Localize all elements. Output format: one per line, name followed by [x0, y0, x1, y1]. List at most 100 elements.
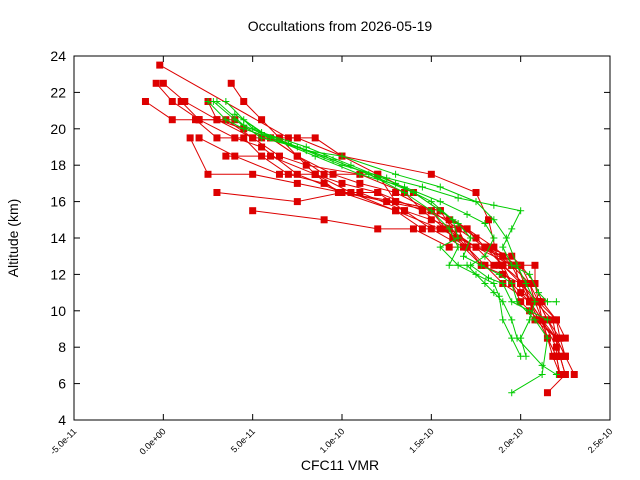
- data-point: [177, 98, 185, 105]
- data-point: [392, 170, 400, 178]
- series-line: [225, 101, 549, 394]
- data-point: [356, 170, 364, 178]
- data-point: [481, 243, 489, 251]
- data-point: [463, 225, 471, 233]
- data-point: [499, 280, 507, 287]
- data-point: [508, 261, 516, 269]
- data-point: [365, 170, 373, 178]
- plot-area-border: [73, 55, 611, 421]
- series-green-profile: [240, 116, 560, 378]
- data-point: [517, 352, 525, 360]
- data-point: [561, 371, 569, 378]
- data-point: [481, 219, 489, 227]
- data-point: [526, 298, 534, 306]
- data-point: [204, 170, 212, 178]
- data-point: [485, 216, 493, 224]
- data-point: [522, 280, 530, 287]
- data-point: [513, 334, 521, 342]
- data-point: [556, 352, 564, 360]
- data-point: [213, 98, 221, 105]
- data-point: [535, 298, 543, 306]
- data-point: [467, 234, 475, 242]
- data-point: [463, 210, 471, 218]
- data-point: [445, 261, 453, 269]
- data-point: [392, 179, 400, 187]
- data-point: [490, 201, 498, 209]
- series-green-profile: [231, 110, 525, 360]
- data-point: [191, 116, 199, 124]
- data-point: [338, 189, 346, 196]
- y-axis: 4 6 8 10 12 14 16 18 20 22 24: [50, 48, 610, 428]
- data-point: [320, 179, 328, 187]
- data-point: [531, 280, 539, 287]
- x-tick-label: 2.5e-10: [586, 426, 615, 455]
- data-point: [535, 289, 543, 297]
- y-tick-label: 8: [58, 339, 66, 355]
- data-point: [418, 183, 426, 191]
- y-tick-label: 12: [50, 266, 66, 282]
- data-point: [347, 189, 355, 196]
- data-point: [320, 216, 328, 224]
- series-line: [189, 137, 557, 339]
- data-point: [240, 98, 248, 105]
- data-point: [490, 243, 498, 251]
- data-point: [383, 198, 391, 206]
- data-point: [570, 371, 578, 378]
- data-point: [499, 298, 507, 306]
- y-tick-label: 24: [50, 48, 66, 64]
- data-point: [556, 334, 564, 342]
- data-point: [449, 234, 457, 242]
- y-axis-label: Altitude (km): [5, 199, 21, 278]
- data-point: [499, 243, 507, 251]
- data-point: [374, 225, 382, 233]
- data-point: [490, 280, 498, 287]
- data-point: [543, 334, 551, 342]
- x-axis-label: CFC11 VMR: [301, 457, 379, 473]
- data-point: [517, 261, 525, 269]
- data-point: [141, 98, 149, 105]
- x-tick-label: 1.0e-10: [318, 426, 347, 455]
- data-point: [454, 234, 462, 242]
- data-point: [531, 298, 539, 306]
- series-red-profile: [159, 79, 569, 360]
- data-point: [338, 179, 346, 187]
- data-point: [543, 298, 551, 306]
- chart-title: Occultations from 2026-05-19: [248, 18, 433, 34]
- series-red-profile: [141, 98, 578, 378]
- data-point: [552, 298, 560, 306]
- data-point: [552, 316, 560, 324]
- x-tick-label: -5.0e-11: [48, 426, 78, 456]
- data-point: [490, 234, 498, 242]
- data-point: [293, 198, 301, 206]
- data-point: [240, 134, 248, 142]
- data-point: [249, 170, 257, 178]
- data-point: [517, 280, 525, 287]
- data-point: [549, 352, 557, 360]
- series-red-profile: [156, 61, 564, 378]
- series-line: [234, 113, 522, 357]
- data-point: [499, 316, 507, 324]
- y-tick-label: 14: [50, 230, 66, 246]
- data-point: [454, 194, 462, 202]
- data-point: [392, 189, 400, 196]
- data-point: [454, 225, 462, 233]
- data-point: [320, 152, 328, 160]
- y-tick-label: 16: [50, 194, 66, 210]
- data-point: [531, 316, 539, 324]
- data-point: [293, 179, 301, 187]
- data-point: [472, 234, 480, 242]
- data-point: [436, 183, 444, 191]
- data-point: [311, 170, 319, 178]
- data-point: [311, 152, 319, 160]
- data-point: [499, 261, 507, 269]
- data-point: [427, 198, 435, 206]
- series-line: [198, 137, 566, 339]
- data-point: [258, 116, 266, 124]
- data-point: [508, 225, 516, 233]
- y-tick-label: 22: [50, 84, 66, 100]
- data-point: [538, 371, 546, 378]
- series-line: [162, 82, 566, 357]
- data-point: [418, 225, 426, 233]
- data-point: [181, 98, 189, 105]
